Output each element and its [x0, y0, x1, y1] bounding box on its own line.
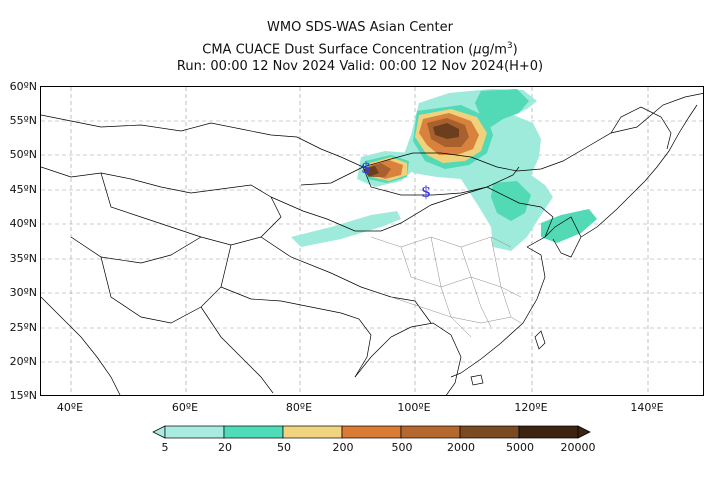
- dust-concentration-map: $ $: [40, 86, 704, 396]
- china-coast: [450, 246, 546, 378]
- taiwan-island: [534, 330, 546, 350]
- lon-label: 80ºE: [285, 401, 313, 414]
- lat-label: 55ºN: [9, 114, 37, 127]
- china-border: [270, 186, 554, 248]
- tibet-china-border: [260, 236, 416, 302]
- lat-label: 60ºN: [9, 80, 37, 93]
- colorbar: [152, 425, 591, 439]
- lon-label: 60ºE: [171, 401, 199, 414]
- dust-contour-2000: [363, 166, 379, 177]
- hainan-island: [470, 374, 484, 386]
- dust-contour-2000: [433, 123, 459, 139]
- dust-contour-20: [541, 209, 597, 243]
- dust-contour-5: [291, 211, 401, 247]
- colorbar-cap-left: [152, 425, 166, 439]
- lat-label: 40ºN: [9, 217, 37, 230]
- station-marker: $: [361, 158, 371, 177]
- colorbar-segment: [459, 425, 520, 439]
- iran-afghanistan-borders: [70, 236, 232, 324]
- colorbar-label: 5000: [506, 441, 534, 454]
- lat-label: 20ºN: [9, 355, 37, 368]
- colorbar-label: 5: [161, 441, 169, 454]
- china-province-borders: [370, 236, 522, 338]
- colorbar-segment: [223, 425, 284, 439]
- colorbar-label: 20000: [560, 441, 596, 454]
- sea-of-okhotsk-coast: [610, 106, 672, 150]
- station-markers: $ $: [361, 158, 431, 201]
- central-asia-borders: [100, 172, 282, 246]
- dust-contour-20: [491, 181, 531, 221]
- country-borders: [41, 93, 703, 395]
- lat-label: 30ºN: [9, 286, 37, 299]
- dust-contour-20: [475, 89, 529, 127]
- map-subtitle: CMA CUACE Dust Surface Concentration (μg…: [202, 41, 518, 58]
- india-outline: [200, 286, 372, 394]
- colorbar-label: 2000: [447, 441, 475, 454]
- korea-japan-outline: [544, 104, 698, 258]
- colorbar-segment: [282, 425, 343, 439]
- colorbar-segment: [341, 425, 402, 439]
- colorbar-label: 500: [391, 441, 413, 454]
- colorbar-segment: [164, 425, 225, 439]
- colorbar-segment: [518, 425, 579, 439]
- lat-label: 25ºN: [9, 321, 37, 334]
- colorbar-label: 20: [218, 441, 232, 454]
- lon-label: 120ºE: [514, 401, 548, 414]
- map-gridlines: [41, 87, 703, 395]
- lat-label: 35ºN: [9, 252, 37, 265]
- arabian-coast: [41, 296, 121, 395]
- kazakhstan-outline: [41, 166, 272, 198]
- lat-label: 45ºN: [9, 183, 37, 196]
- lat-label: 15ºN: [9, 389, 37, 402]
- lon-label: 140ºE: [630, 401, 664, 414]
- russia-kazakhstan-border: [41, 93, 703, 172]
- china-north-border: [300, 166, 364, 186]
- colorbar-cap-right: [577, 425, 591, 439]
- map-title: WMO SDS-WAS Asian Center: [267, 20, 453, 35]
- dust-plume: [291, 89, 597, 251]
- run-valid-time: Run: 00:00 12 Nov 2024 Valid: 00:00 12 N…: [176, 59, 544, 74]
- mongolia-border: [362, 166, 520, 196]
- colorbar-label: 50: [277, 441, 291, 454]
- lon-label: 40ºE: [56, 401, 84, 414]
- colorbar-segment: [400, 425, 461, 439]
- station-marker: $: [421, 182, 431, 201]
- lon-label: 100ºE: [397, 401, 431, 414]
- colorbar-label: 200: [332, 441, 354, 454]
- lat-label: 50ºN: [9, 148, 37, 161]
